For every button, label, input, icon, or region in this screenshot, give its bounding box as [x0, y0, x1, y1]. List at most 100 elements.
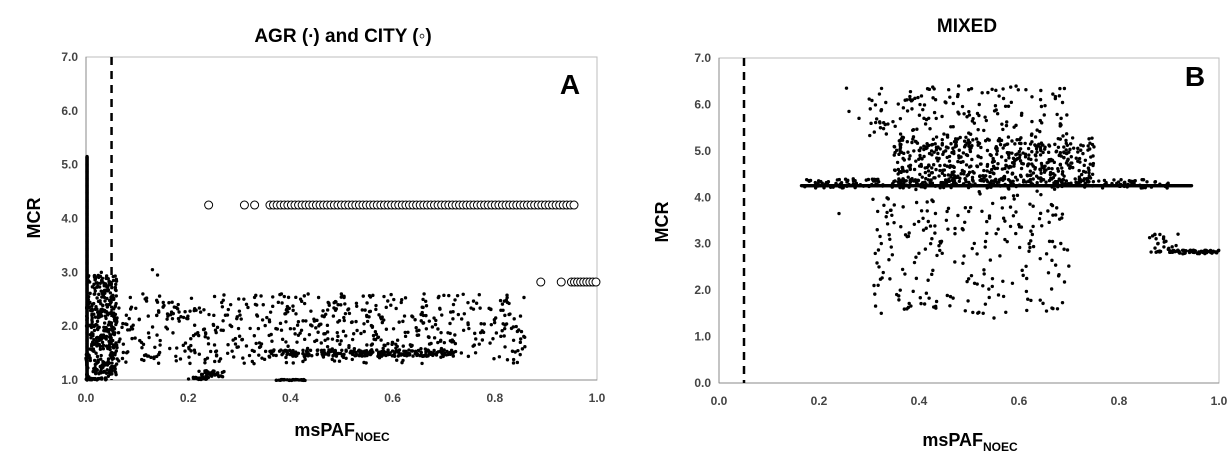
data-point: [962, 254, 966, 258]
data-point: [336, 303, 340, 307]
data-point: [174, 359, 178, 363]
data-point: [876, 283, 880, 287]
data-point: [194, 375, 198, 380]
data-point: [1064, 141, 1068, 145]
data-point-open: [204, 200, 214, 210]
data-point: [927, 296, 931, 300]
panel-b-chart: MIXED 0.0 1.0 2.0 3.0 4.0 5.0 6.0 7.0 0.0 0.2 0.4…: [652, 16, 1228, 454]
data-point: [1064, 179, 1069, 183]
data-point: [963, 220, 967, 225]
data-point: [424, 327, 429, 331]
data-point: [1081, 151, 1085, 156]
data-point: [394, 346, 398, 350]
data-point: [215, 325, 220, 330]
data-point: [110, 361, 114, 365]
data-point: [367, 293, 372, 298]
data-point: [1001, 279, 1005, 283]
data-point: [853, 185, 857, 189]
data-point: [389, 303, 393, 307]
data-point: [391, 327, 396, 331]
data-point: [895, 160, 900, 165]
data-point: [930, 272, 934, 277]
data-point: [1008, 179, 1012, 183]
data-point: [899, 142, 903, 147]
data-point: [978, 192, 982, 196]
data-point: [1005, 239, 1009, 244]
data-point: [519, 337, 523, 341]
data-point: [934, 299, 939, 304]
data-point: [1071, 146, 1076, 150]
chart-b-xlabel-main: msPAF: [922, 430, 983, 450]
data-point: [298, 331, 302, 335]
data-point: [294, 295, 298, 300]
data-point: [925, 209, 929, 213]
data-point: [944, 181, 948, 185]
data-point: [1042, 113, 1046, 117]
data-point: [1069, 155, 1073, 159]
data-point: [922, 154, 926, 159]
data-point: [84, 324, 89, 328]
data-point: [511, 357, 516, 362]
data-point: [371, 293, 375, 298]
data-point: [171, 331, 175, 335]
data-point: [146, 314, 150, 318]
data-point: [951, 146, 955, 151]
data-point: [918, 102, 922, 107]
data-point: [942, 183, 946, 188]
data-point: [928, 127, 932, 131]
data-point: [120, 325, 124, 330]
data-point: [93, 315, 98, 319]
data-point: [85, 316, 89, 320]
data-point: [932, 110, 937, 115]
data-point: [197, 352, 202, 356]
data-point: [101, 343, 106, 348]
data-point: [174, 354, 178, 358]
data-point: [303, 378, 307, 383]
data-point: [969, 273, 974, 278]
data-point: [291, 304, 295, 308]
data-point: [400, 360, 404, 365]
data-point: [1046, 271, 1051, 275]
data-point: [1038, 129, 1042, 134]
data-point: [432, 316, 436, 320]
data-point: [301, 351, 305, 356]
data-point: [110, 285, 114, 290]
data-point: [994, 88, 998, 93]
data-point: [967, 180, 971, 185]
data-point: [1062, 86, 1067, 91]
data-point: [1060, 169, 1065, 174]
data-point: [92, 349, 96, 353]
data-point: [494, 316, 498, 320]
data-point: [114, 362, 119, 366]
data-point: [480, 338, 485, 342]
data-point: [260, 318, 265, 322]
data-point: [218, 357, 223, 361]
data-point: [341, 329, 346, 334]
data-point: [93, 376, 97, 381]
data-point: [220, 305, 225, 309]
data-point: [127, 316, 131, 321]
data-point: [1038, 211, 1043, 216]
data-point: [424, 313, 428, 318]
data-point: [110, 368, 114, 373]
data-point: [972, 241, 976, 246]
data-point: [953, 232, 957, 236]
data-point: [332, 301, 336, 305]
data-point: [1044, 180, 1048, 184]
data-point: [985, 148, 990, 153]
data-point: [1007, 187, 1011, 191]
data-point: [1086, 148, 1090, 152]
data-point: [967, 165, 972, 169]
data-point: [927, 173, 931, 177]
data-point: [938, 248, 942, 253]
data-point: [1038, 256, 1042, 261]
data-point: [336, 320, 340, 324]
data-point: [1014, 231, 1018, 236]
data-point: [1011, 214, 1016, 218]
data-point: [950, 170, 954, 175]
data-point: [1030, 150, 1034, 154]
data-point: [1090, 142, 1095, 147]
data-point: [1060, 184, 1064, 189]
data-point: [924, 176, 928, 181]
data-point: [1011, 182, 1016, 187]
